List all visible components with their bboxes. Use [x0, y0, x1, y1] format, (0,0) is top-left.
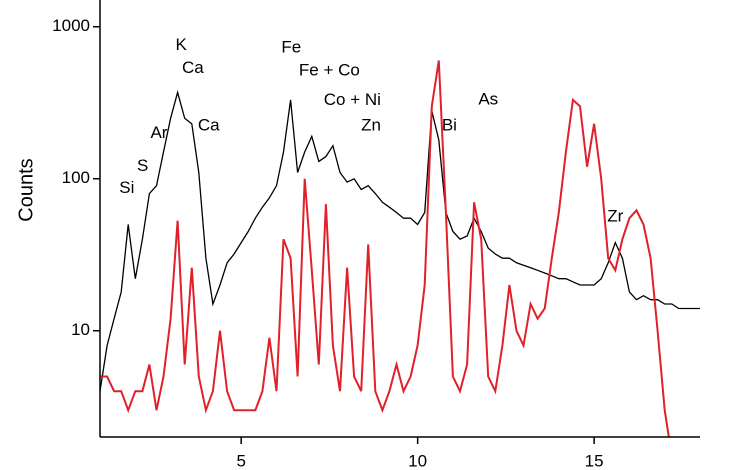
series-line — [100, 60, 670, 437]
annotation: Co + Ni — [324, 90, 381, 109]
annotation: Ca — [182, 58, 204, 77]
annotation: K — [176, 35, 188, 54]
annotation: Bi — [442, 115, 457, 134]
annotation: Zr — [607, 207, 623, 226]
annotation: Zn — [361, 115, 381, 134]
y-tick-label: 10 — [71, 320, 90, 339]
x-tick-label: 15 — [585, 451, 604, 470]
x-tick-label: 5 — [236, 451, 245, 470]
annotation: Ar — [150, 123, 167, 142]
series-line — [100, 89, 700, 392]
annotation: As — [478, 89, 498, 108]
y-tick-label: 1000 — [52, 16, 90, 35]
annotation: Fe — [281, 37, 301, 56]
annotation: S — [137, 156, 148, 175]
x-tick-label: 10 — [408, 451, 427, 470]
plot-area — [100, 60, 700, 437]
annotation: Si — [119, 178, 134, 197]
annotation: Ca — [198, 115, 220, 134]
y-axis-label: Counts — [15, 158, 37, 221]
annotation: Fe + Co — [299, 60, 360, 79]
y-tick-label: 100 — [62, 168, 90, 187]
